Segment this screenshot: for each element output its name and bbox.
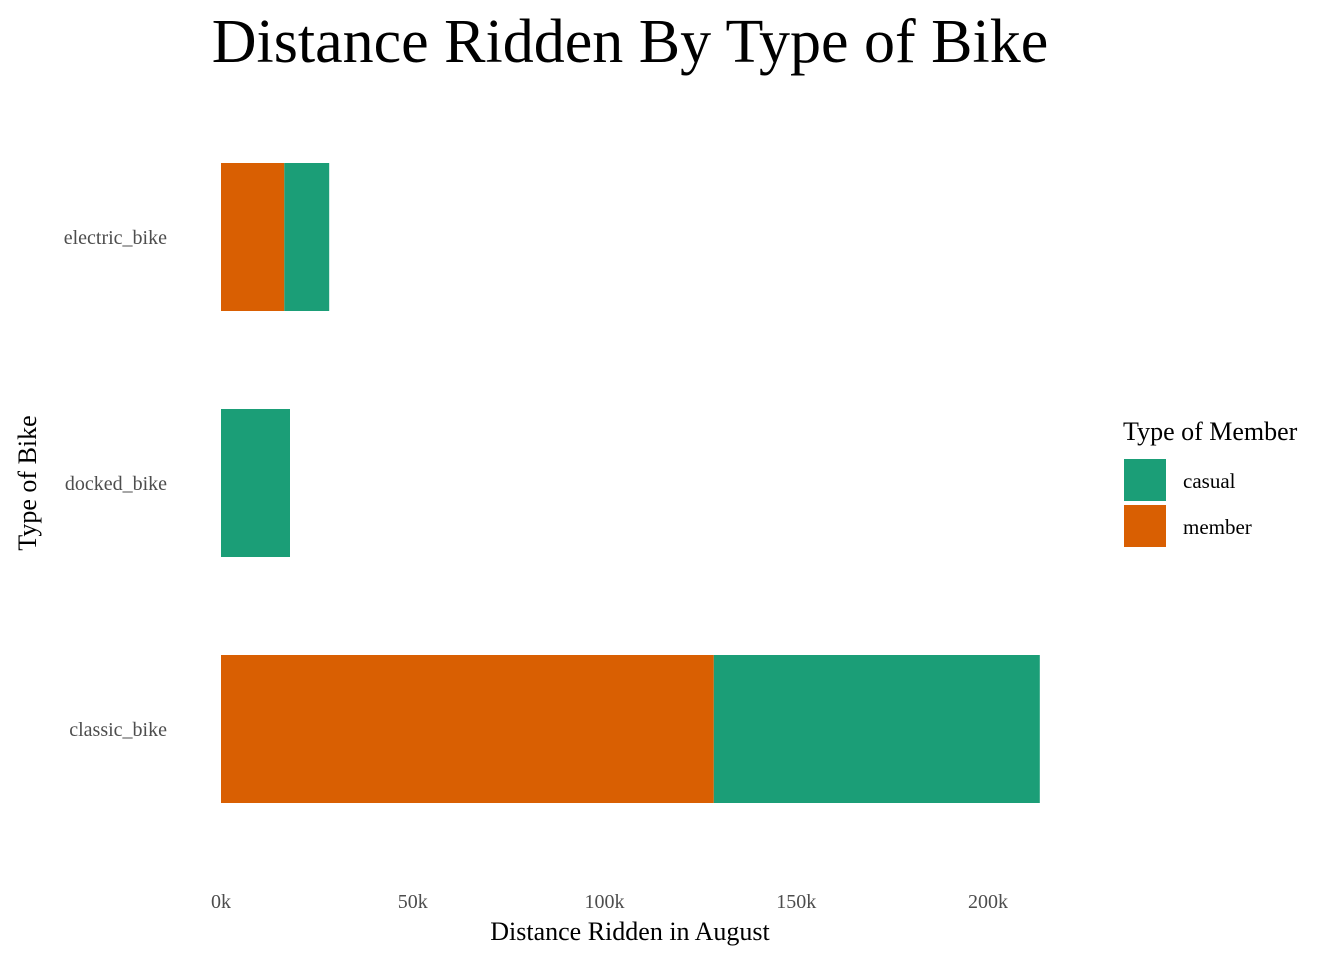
legend-label-casual: casual: [1183, 469, 1236, 493]
x-tick-label: 0k: [211, 891, 231, 913]
legend-key-casual: [1124, 459, 1166, 501]
bar-docked_bike-casual: [221, 409, 290, 557]
legend-title: Type of Member: [1123, 417, 1298, 446]
bar-electric_bike-member: [221, 163, 285, 311]
x-tick-label: 200k: [968, 891, 1008, 913]
x-tick-label: 150k: [776, 891, 816, 913]
y-tick-labels: electric_bike docked_bike classic_bike: [64, 227, 167, 741]
legend-key-member: [1124, 505, 1166, 547]
bar-classic_bike-member: [221, 655, 714, 803]
y-tick-label-electric_bike: electric_bike: [64, 227, 167, 249]
x-tick-labels: 0k 50k 100k 150k 200k: [211, 891, 1008, 913]
y-tick-label-classic_bike: classic_bike: [69, 719, 167, 741]
bar-electric_bike-casual: [284, 163, 330, 311]
x-tick-label: 100k: [585, 891, 625, 913]
legend-label-member: member: [1183, 515, 1252, 539]
y-axis-label: Type of Bike: [13, 415, 42, 550]
bars-group: [221, 163, 1040, 803]
y-tick-label-docked_bike: docked_bike: [65, 473, 167, 495]
bar-classic_bike-casual: [713, 655, 1040, 803]
x-axis-label: Distance Ridden in August: [490, 917, 770, 946]
x-tick-label: 50k: [398, 891, 428, 913]
chart-title: Distance Ridden By Type of Bike: [212, 8, 1049, 76]
legend: Type of Member casual member: [1123, 417, 1298, 547]
